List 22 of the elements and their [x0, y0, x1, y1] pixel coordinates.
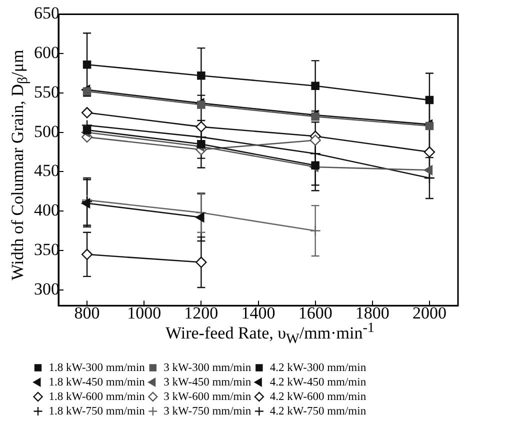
x-tick-label: 1800 — [355, 303, 390, 322]
x-tick-label: 1400 — [241, 303, 276, 322]
legend-label: 4.2 kW-300 mm/min — [270, 362, 366, 374]
x-tick-label: 1600 — [298, 303, 332, 322]
x-tick-label: 800 — [74, 303, 100, 322]
legend-label: 4.2 kW-600 mm/min — [270, 390, 366, 403]
legend-label: 1.8 kW-750 mm/min — [48, 405, 146, 418]
x-tick-label: 1200 — [184, 303, 218, 322]
y-tick-label: 600 — [34, 43, 60, 62]
x-tick-label: 2000 — [412, 303, 446, 322]
x-axis-title: Wire-feed Rate, υ$_{W}$/mm·min$^{-1}$ — [166, 320, 374, 348]
legend-label: 3 kW-450 mm/min — [164, 376, 252, 388]
x-tick-label: 1000 — [127, 303, 162, 322]
legend-label: 3 kW-300 mm/min — [164, 362, 252, 374]
legend-label: 3 kW-750 mm/min — [164, 405, 252, 418]
legend-label: 1.8 kW-300 mm/min — [48, 362, 146, 374]
legend-label: 1.8 kW-450 mm/min — [48, 376, 146, 388]
legend-label: 1.8 kW-600 mm/min — [48, 390, 146, 403]
legend-label: 3 kW-600 mm/min — [164, 390, 252, 403]
legend-label: 4.2 kW-750 mm/min — [270, 405, 366, 418]
legend-label: 4.2 kW-450 mm/min — [270, 376, 366, 388]
y-tick-label: 650 — [34, 4, 60, 23]
